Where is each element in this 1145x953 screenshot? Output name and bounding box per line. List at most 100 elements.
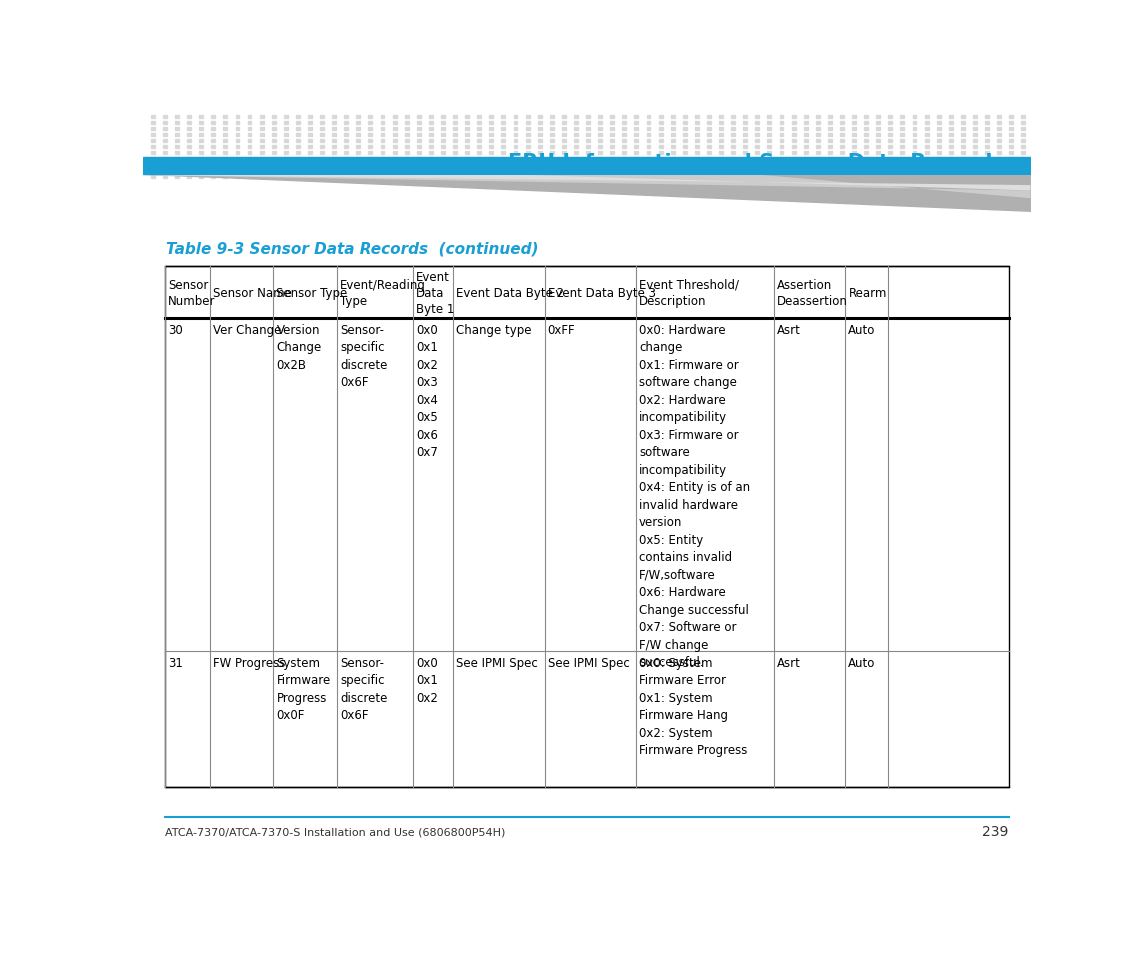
Bar (913, 170, 916, 173)
Bar (840, 157, 844, 161)
Bar (647, 139, 650, 143)
Bar (961, 133, 965, 137)
Bar (345, 164, 348, 167)
Bar (767, 146, 772, 149)
Bar (695, 139, 698, 143)
Bar (925, 128, 929, 131)
Bar (767, 115, 772, 119)
Bar (804, 115, 807, 119)
Bar (961, 164, 965, 167)
Text: Auto: Auto (848, 656, 876, 669)
Bar (586, 164, 590, 167)
Bar (840, 146, 844, 149)
Bar (212, 152, 215, 155)
Bar (828, 146, 831, 149)
Bar (1021, 170, 1025, 173)
Bar (405, 133, 409, 137)
Bar (756, 133, 759, 137)
Bar (1009, 122, 1013, 125)
Bar (441, 175, 445, 179)
Bar (767, 157, 772, 161)
Bar (212, 175, 215, 179)
Bar (743, 164, 748, 167)
Bar (526, 175, 529, 179)
Bar (223, 164, 228, 167)
Bar (260, 128, 263, 131)
Bar (574, 146, 578, 149)
Bar (1009, 164, 1013, 167)
Polygon shape (143, 176, 1030, 199)
Bar (271, 115, 276, 119)
Bar (949, 170, 953, 173)
Bar (465, 152, 469, 155)
Bar (477, 122, 481, 125)
Bar (356, 122, 361, 125)
Bar (356, 133, 361, 137)
Bar (502, 128, 505, 131)
Bar (706, 164, 711, 167)
Bar (732, 170, 735, 173)
Bar (321, 164, 324, 167)
Bar (562, 146, 566, 149)
Text: 0x0
0x1
0x2: 0x0 0x1 0x2 (416, 656, 437, 704)
Bar (477, 170, 481, 173)
Bar (380, 175, 385, 179)
Bar (526, 115, 529, 119)
Text: Sensor Name: Sensor Name (213, 286, 292, 299)
Bar (151, 164, 155, 167)
Bar (151, 170, 155, 173)
Bar (405, 170, 409, 173)
Bar (163, 122, 167, 125)
Bar (647, 175, 650, 179)
Bar (682, 157, 687, 161)
Bar (284, 122, 287, 125)
Bar (1021, 175, 1025, 179)
Bar (405, 164, 409, 167)
Bar (695, 146, 698, 149)
Bar (876, 152, 881, 155)
Bar (429, 115, 433, 119)
Bar (1021, 128, 1025, 131)
Bar (574, 128, 578, 131)
Bar (719, 157, 722, 161)
Bar (610, 133, 614, 137)
Bar (719, 139, 722, 143)
Bar (271, 133, 276, 137)
Bar (165, 267, 1009, 787)
Bar (671, 115, 674, 119)
Bar (332, 175, 337, 179)
Bar (949, 122, 953, 125)
Bar (223, 139, 228, 143)
Bar (271, 128, 276, 131)
Bar (658, 115, 663, 119)
Bar (598, 115, 602, 119)
Bar (574, 170, 578, 173)
Bar (889, 128, 892, 131)
Bar (876, 133, 881, 137)
Bar (610, 122, 614, 125)
Bar (634, 164, 639, 167)
Bar (284, 152, 287, 155)
Bar (852, 128, 856, 131)
Bar (985, 152, 989, 155)
Bar (913, 115, 916, 119)
Bar (586, 128, 590, 131)
Text: Event/Reading
Type: Event/Reading Type (340, 278, 426, 307)
Bar (236, 139, 239, 143)
Bar (925, 170, 929, 173)
Bar (380, 170, 385, 173)
Bar (453, 115, 457, 119)
Bar (647, 164, 650, 167)
Bar (163, 139, 167, 143)
Bar (719, 115, 722, 119)
Bar (937, 133, 940, 137)
Bar (151, 128, 155, 131)
Bar (804, 128, 807, 131)
Bar (308, 128, 311, 131)
Bar (345, 139, 348, 143)
Bar (889, 133, 892, 137)
Bar (332, 133, 337, 137)
Bar (550, 128, 554, 131)
Bar (441, 170, 445, 173)
Bar (332, 146, 337, 149)
